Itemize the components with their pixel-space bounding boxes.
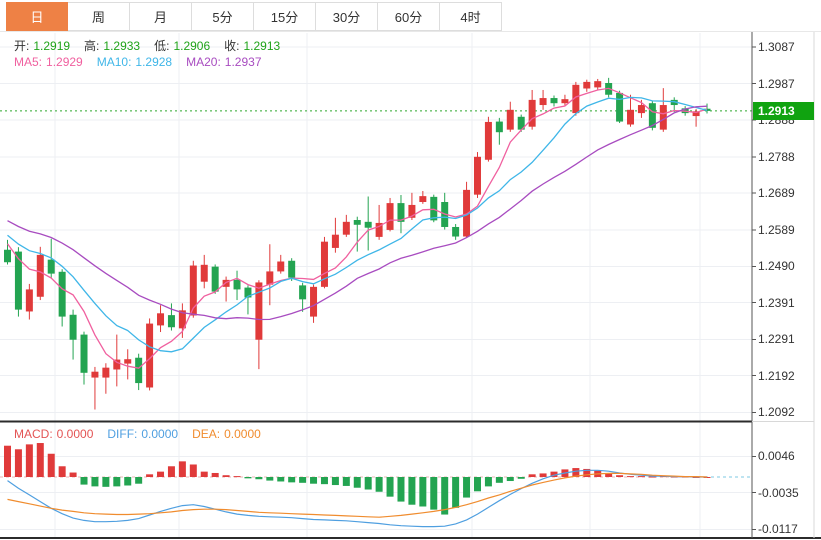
close-label: 收: xyxy=(224,39,240,53)
ma5-line xyxy=(6,87,708,369)
price-axis-label-5: 1.2589 xyxy=(758,222,795,237)
price-axis-label-8: 1.2291 xyxy=(758,332,795,347)
tab-interval-4[interactable]: 15分 xyxy=(254,2,316,31)
ohlc-legend: 开: 1.2919 高: 1.2933 低: 1.2906 收: 1.2913 xyxy=(14,37,284,54)
dea-label: DEA: xyxy=(192,427,221,441)
price-axis-label-10: 1.2092 xyxy=(758,405,795,420)
dea-value: 0.0000 xyxy=(224,427,261,441)
price-axis-label-7: 1.2391 xyxy=(758,295,795,310)
tab-interval-6[interactable]: 60分 xyxy=(378,2,440,31)
close-value: 1.2913 xyxy=(243,39,281,53)
tab-interval-5[interactable]: 30分 xyxy=(316,2,378,31)
macd-axis-label-0: 0.0046 xyxy=(758,449,795,464)
ma20-line xyxy=(7,105,708,321)
ma10-value: 1.2928 xyxy=(135,55,173,69)
ma20-label: MA20: xyxy=(186,55,221,69)
ma5-label: MA5: xyxy=(14,55,43,69)
current-price-tag: 1.2913 xyxy=(753,101,814,120)
macd-legend: MACD: 0.0000 DIFF: 0.0000 DEA: 0.0000 xyxy=(14,427,265,441)
open-label: 开: xyxy=(14,39,30,53)
price-axis-label-3: 1.2788 xyxy=(758,149,795,164)
price-axis-label-4: 1.2689 xyxy=(758,186,795,201)
macd-axis-label-2: -0.0117 xyxy=(758,522,798,537)
price-axis-label-0: 1.3087 xyxy=(758,40,795,54)
price-axis-label-1: 1.2987 xyxy=(758,76,795,91)
tab-interval-7[interactable]: 4时 xyxy=(440,2,502,31)
macd-label: MACD: xyxy=(14,427,53,441)
ma10-line xyxy=(7,96,708,353)
ma20-value: 1.2937 xyxy=(224,55,262,69)
high-label: 高: xyxy=(84,39,100,53)
macd-histogram xyxy=(4,443,711,515)
macd-value: 0.0000 xyxy=(56,427,94,441)
interval-toolbar: 日周月 5分 15分 30分 60分 4时 xyxy=(0,0,821,32)
ma10-label: MA10: xyxy=(96,55,132,69)
high-value: 1.2933 xyxy=(103,39,141,53)
ma-legend: MA5: 1.2929 MA10: 1.2928 MA20: 1.2937 xyxy=(14,55,266,69)
tab-interval-1[interactable]: 周 xyxy=(68,2,130,31)
chart-frame xyxy=(0,32,821,539)
ma5-value: 1.2929 xyxy=(46,55,83,69)
tab-interval-0[interactable]: 日 xyxy=(6,2,68,31)
diff-line xyxy=(7,469,707,528)
candles-layer xyxy=(4,77,711,410)
low-value: 1.2906 xyxy=(173,39,211,53)
open-value: 1.2919 xyxy=(33,39,71,53)
diff-label: DIFF: xyxy=(107,427,138,441)
dea-line xyxy=(7,472,708,518)
tab-interval-2[interactable]: 月 xyxy=(130,2,192,31)
gridlines xyxy=(0,33,752,538)
tab-interval-3[interactable]: 5分 xyxy=(192,2,254,31)
low-label: 低: xyxy=(154,39,170,53)
price-axis-label-6: 1.2490 xyxy=(758,259,795,274)
price-axis-label-9: 1.2192 xyxy=(758,368,795,383)
diff-value: 0.0000 xyxy=(141,427,179,441)
macd-axis-label-1: -0.0035 xyxy=(758,485,799,500)
